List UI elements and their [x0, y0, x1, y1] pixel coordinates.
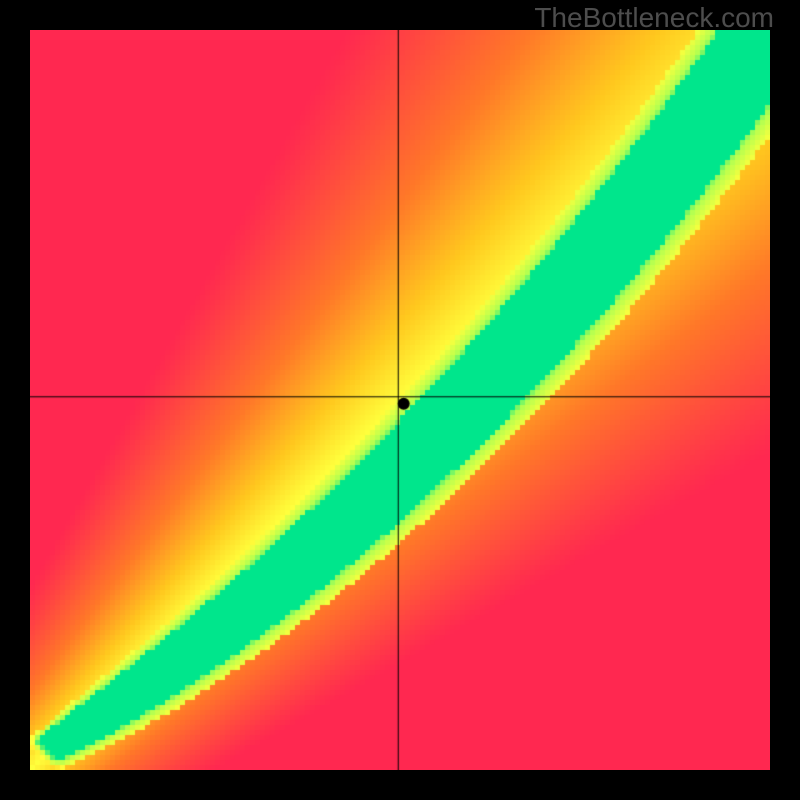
bottleneck-heatmap [30, 30, 770, 770]
watermark-text: TheBottleneck.com [534, 2, 774, 34]
chart-container: TheBottleneck.com [0, 0, 800, 800]
